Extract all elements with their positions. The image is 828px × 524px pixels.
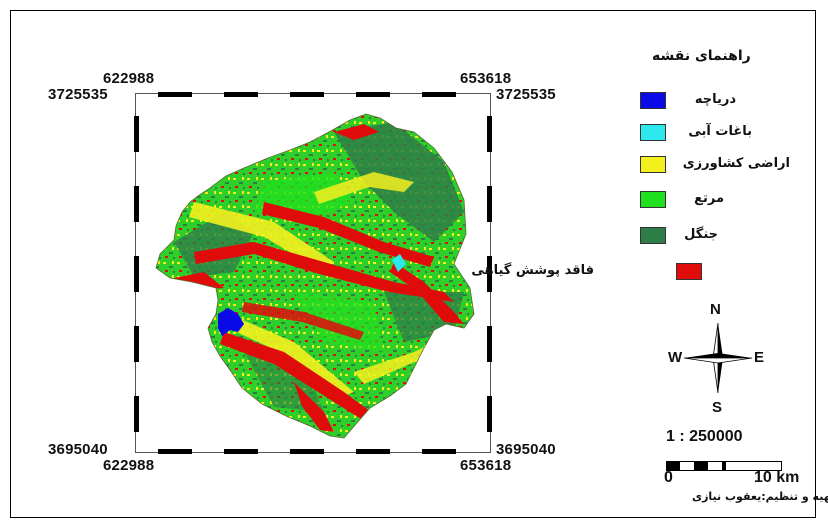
north-arrow: N S E W (668, 301, 768, 416)
compass-w-label: W (668, 349, 683, 366)
bare-land-swatch (676, 263, 702, 280)
compass-e-label: E (754, 349, 765, 366)
orchard-swatch (640, 124, 666, 141)
x-coord-bottom-left: 622988 (103, 457, 155, 474)
scale-bar (666, 458, 782, 471)
y-coord-top-left: 3725535 (48, 86, 108, 103)
legend-label-bare-land: فاقد پوشش گیاهی (471, 263, 594, 278)
compass-n-label: N (710, 301, 721, 318)
x-coord-top-right: 653618 (460, 70, 512, 87)
forest-swatch (640, 227, 666, 244)
legend-label-orchard: باغات آبی (688, 124, 752, 139)
scale-ratio: 1 : 250000 (666, 428, 743, 445)
lake-swatch (640, 92, 666, 109)
map-frame (10, 10, 816, 518)
legend-label-forest: جنگل (684, 227, 718, 242)
x-coord-top-left: 622988 (103, 70, 155, 87)
x-coord-bottom-right: 653618 (460, 457, 512, 474)
legend-label-rangeland: مرتع (694, 191, 724, 206)
legend-label-agriculture: اراضی کشاورزی (682, 156, 790, 171)
y-coord-top-right: 3725535 (496, 86, 556, 103)
y-coord-bottom-left: 3695040 (48, 441, 108, 458)
agriculture-swatch (640, 156, 666, 173)
scale-start-label: 0 (664, 469, 673, 486)
map-credit: تهیه و تنظیم:یعقوب نیازی (692, 490, 828, 503)
legend-title: راهنمای نقشه (652, 48, 751, 64)
y-coord-bottom-right: 3695040 (496, 441, 556, 458)
rangeland-swatch (640, 191, 666, 208)
scale-end-label: 10 km (754, 469, 800, 486)
land-cover-map (134, 92, 492, 454)
compass-s-label: S (712, 399, 723, 416)
legend-label-lake: دریاچه (694, 92, 736, 107)
